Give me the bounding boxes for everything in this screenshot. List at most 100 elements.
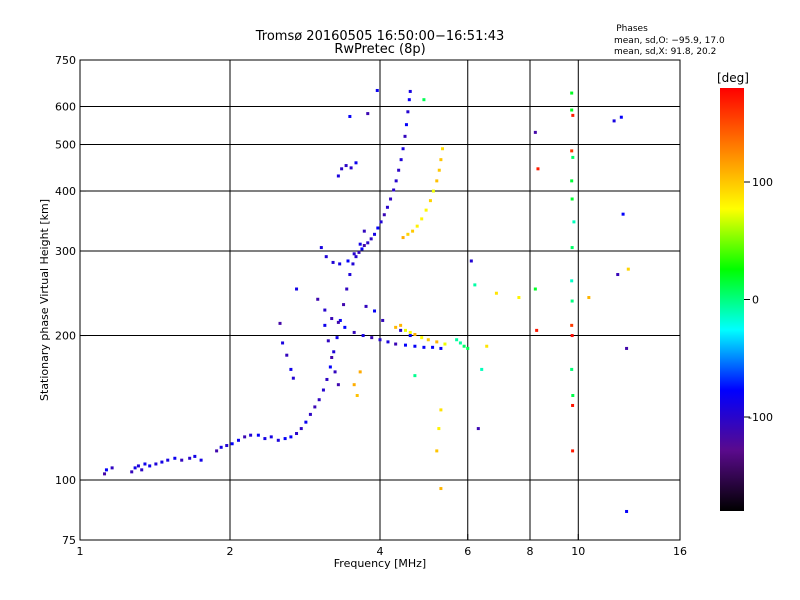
data-point (431, 345, 435, 349)
data-point (408, 89, 412, 93)
data-point (458, 341, 462, 345)
data-point (225, 444, 229, 448)
data-point (422, 98, 426, 102)
x-tick-label: 6 (464, 545, 471, 558)
data-point (439, 487, 443, 491)
data-point (325, 377, 329, 381)
x-tick-label: 1 (77, 545, 84, 558)
data-point (355, 394, 359, 398)
x-tick-label: 2 (227, 545, 234, 558)
data-point (570, 179, 574, 183)
data-point (619, 115, 623, 119)
data-point (326, 339, 330, 343)
data-point (570, 323, 574, 327)
data-point (389, 197, 393, 201)
chart-subtitle: RwPretec (8p) (334, 42, 425, 57)
data-point (333, 370, 337, 374)
data-point (413, 374, 417, 378)
x-tick-label: 10 (571, 545, 585, 558)
data-point (621, 212, 625, 216)
colorbar-tick-label: 0 (752, 294, 759, 307)
data-point (323, 308, 327, 312)
data-point (373, 309, 377, 313)
data-point (466, 346, 470, 350)
y-tick-label: 750 (55, 54, 76, 67)
data-point (535, 328, 539, 332)
y-tick-label: 600 (55, 101, 76, 114)
data-point (136, 464, 140, 468)
data-point (413, 332, 417, 336)
data-point (313, 405, 317, 409)
data-point (485, 344, 489, 348)
data-point (276, 438, 280, 442)
data-point (370, 336, 374, 340)
data-point (415, 224, 419, 228)
data-point (373, 232, 377, 236)
data-point (625, 346, 629, 350)
data-point (283, 437, 287, 441)
data-point (392, 188, 396, 192)
data-point (435, 449, 439, 453)
data-point (354, 161, 358, 165)
stats-x-mode: mean, sd,X: 91.8, 20.2 (614, 47, 716, 57)
data-point (401, 236, 405, 240)
data-point (289, 435, 293, 439)
data-point (166, 458, 170, 462)
grid-lines (80, 60, 680, 540)
y-tick-label: 500 (55, 139, 76, 152)
data-point (435, 179, 439, 183)
data-point (364, 304, 368, 308)
stats-o-mode: mean, sd,O: −95.9, 17.0 (614, 36, 725, 46)
data-point (455, 338, 459, 342)
data-point (399, 158, 403, 162)
stats-heading: Phases (616, 24, 648, 34)
data-point (570, 108, 574, 112)
data-point (428, 199, 432, 203)
data-point (188, 456, 192, 460)
data-point (431, 189, 435, 193)
data-point (533, 287, 537, 291)
data-point (154, 462, 158, 466)
data-point (480, 367, 484, 371)
data-point (420, 336, 424, 340)
data-point (321, 388, 325, 392)
data-point (324, 255, 328, 259)
y-tick-label: 400 (55, 185, 76, 198)
data-point (571, 113, 575, 117)
data-point (386, 340, 390, 344)
colorbar-ticks: 100 0 -100 (744, 176, 773, 424)
data-point (407, 98, 411, 102)
data-point (469, 259, 473, 263)
data-point (612, 119, 616, 123)
y-tick-label: 100 (55, 474, 76, 487)
data-point (570, 367, 574, 371)
data-point (289, 367, 293, 371)
data-point (351, 262, 355, 266)
data-points (103, 88, 630, 513)
data-point (143, 462, 147, 466)
data-point (295, 432, 299, 436)
data-point (570, 246, 574, 250)
chart-title: Tromsø 20160505 16:50:00−16:51:43 (255, 29, 505, 44)
data-point (348, 114, 352, 118)
data-point (473, 283, 477, 287)
data-point (140, 468, 144, 472)
data-point (625, 509, 629, 513)
data-point (571, 394, 575, 398)
data-point (330, 355, 334, 359)
data-point (230, 442, 234, 446)
y-axis-label: Stationary phase Virtual Height [km] (38, 199, 51, 401)
data-point (348, 273, 352, 277)
data-point (110, 466, 114, 470)
data-point (316, 297, 320, 301)
data-point (394, 179, 398, 183)
data-point (439, 158, 443, 162)
x-axis-label: Frequency [MHz] (334, 557, 426, 570)
y-tick-label: 200 (55, 330, 76, 343)
data-point (357, 250, 361, 254)
data-point (437, 168, 441, 172)
data-point (369, 237, 373, 241)
data-point (336, 320, 340, 324)
data-point (215, 449, 219, 453)
data-point (494, 291, 498, 295)
